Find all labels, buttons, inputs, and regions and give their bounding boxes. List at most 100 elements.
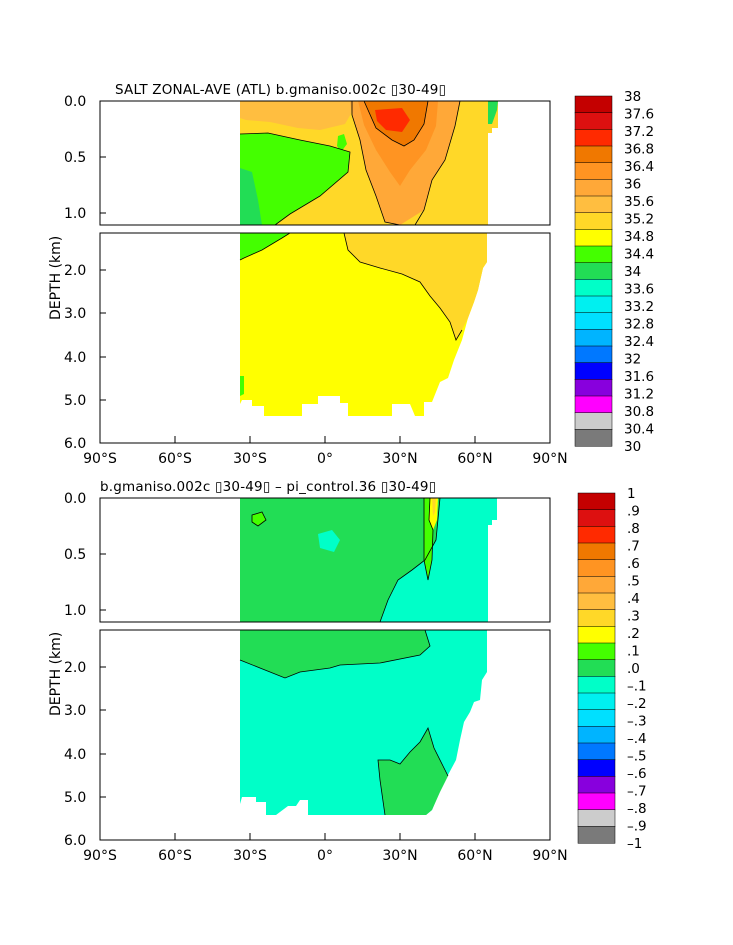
diff-field-abyssal-positive	[378, 728, 448, 815]
colorbar-label: 30.8	[624, 404, 654, 420]
diff-title: b.gmaniso.002c ▯30-49▯ – pi_control.36 ▯…	[100, 479, 436, 495]
colorbar-swatch	[574, 262, 613, 280]
diff-xtick-0: 90°S	[83, 848, 117, 864]
diff-contour-lower-b	[377, 726, 449, 816]
colorbar-swatch	[574, 312, 613, 330]
salt-contour-upper-c	[363, 100, 429, 147]
salt-contour-lower-b	[239, 232, 291, 261]
diff-ytick-7: 6.0	[64, 833, 86, 849]
salt-xtick-6: 90°N	[532, 451, 567, 467]
colorbar-swatch	[577, 592, 616, 611]
diff-ytick-2: 1.0	[64, 603, 86, 619]
colorbar-label: –1	[627, 836, 642, 852]
colorbar-swatch	[577, 626, 616, 644]
salt-xtick-4: 30°N	[382, 451, 417, 467]
salt-field-deep-nadw	[344, 233, 487, 340]
colorbar-swatch	[574, 279, 613, 297]
colorbar-label: .9	[627, 504, 640, 520]
colorbar-label: 33.2	[624, 299, 654, 315]
salt-field-small-fresh-blob	[337, 134, 347, 152]
salt-xtick-5: 60°N	[457, 451, 492, 467]
colorbar-swatch	[577, 526, 616, 544]
colorbar-swatch	[577, 709, 616, 727]
colorbar-label: –.5	[627, 749, 647, 765]
colorbar-swatch	[577, 492, 616, 511]
colorbar-label: .3	[627, 609, 640, 625]
colorbar-label: –.6	[627, 766, 647, 782]
colorbar-swatch	[574, 95, 613, 114]
colorbar-swatch	[574, 162, 613, 180]
salt-ytick-7: 6.0	[64, 436, 86, 452]
colorbar-swatch	[574, 195, 613, 214]
colorbar-swatch	[577, 509, 616, 527]
salt-field-deep-southern	[240, 233, 290, 260]
colorbar-label: 36	[624, 177, 641, 193]
salt-ytick-4: 3.0	[64, 306, 86, 322]
colorbar-swatch	[577, 742, 616, 761]
diff-y-axis: 0.0 0.5 1.0 2.0 3.0 4.0 5.0 6.0 DEPTH (k…	[48, 491, 106, 849]
colorbar-label: 37.2	[624, 124, 654, 140]
colorbar-label: 36.4	[624, 159, 654, 175]
diff-xtick-2: 30°S	[233, 848, 267, 864]
colorbar-label: .1	[627, 644, 640, 660]
diff-ytick-1: 0.5	[64, 547, 86, 563]
salt-y-axis: 0.0 0.5 1.0 2.0 3.0 4.0 5.0 6.0 DEPTH (k…	[48, 94, 106, 452]
colorbar-label: 30.4	[624, 422, 654, 438]
diff-contour-upper-b	[423, 497, 434, 581]
colorbar-label: 35.2	[624, 212, 654, 228]
colorbar-swatch	[577, 559, 616, 577]
salt-title: SALT ZONAL-AVE (ATL) b.gmaniso.002c ▯30-…	[115, 82, 446, 98]
colorbar-label: 34	[624, 264, 641, 280]
diff-ylabel: DEPTH (km)	[48, 632, 64, 716]
colorbar-label: –.8	[627, 801, 647, 817]
diff-ytick-3: 2.0	[64, 660, 86, 676]
colorbar-swatch	[577, 792, 616, 811]
colorbar-swatch	[577, 609, 616, 627]
colorbar-label: 31.6	[624, 369, 654, 385]
colorbar-swatch	[577, 542, 616, 561]
diff-field-southern-positive	[240, 630, 430, 678]
colorbar-swatch	[577, 692, 616, 711]
diff-xtick-4: 30°N	[382, 848, 417, 864]
salt-ytick-0: 0.0	[64, 94, 86, 110]
diff-xtick-1: 60°S	[158, 848, 192, 864]
diff-xtick-3: 0°	[317, 848, 333, 864]
colorbar-swatch	[574, 145, 613, 164]
diff-xtick-5: 60°N	[457, 848, 492, 864]
colorbar-swatch	[574, 212, 613, 230]
colorbar-swatch	[574, 395, 613, 414]
diff-contour-upper-c	[251, 511, 267, 527]
colorbar-swatch	[577, 676, 616, 694]
colorbar-label: .0	[627, 661, 640, 677]
salt-xtick-1: 60°S	[158, 451, 192, 467]
colorbar-swatch	[574, 329, 613, 347]
colorbar-label: 34.8	[624, 229, 654, 245]
diff-x-axis: 90°S 60°S 30°S 0° 30°N 60°N 90°N	[83, 833, 568, 864]
colorbar-swatch	[577, 726, 616, 744]
colorbar-label: .8	[627, 521, 640, 537]
salt-xtick-3: 0°	[317, 451, 333, 467]
colorbar-label: 35.6	[624, 194, 654, 210]
diff-upper-frame	[99, 497, 551, 623]
colorbar-label: .7	[627, 539, 640, 555]
diff-ytick-0: 0.0	[64, 491, 86, 507]
colorbar-label: –.3	[627, 714, 647, 730]
colorbar-swatch	[577, 659, 616, 677]
colorbar-label: 33.6	[624, 282, 654, 298]
colorbar-label: 34.4	[624, 247, 654, 263]
colorbar-label: .4	[627, 591, 640, 607]
salt-x-axis: 90°S 60°S 30°S 0° 30°N 60°N 90°N	[83, 436, 568, 467]
salt-field-surface-patch	[258, 101, 300, 112]
colorbar-swatch	[577, 809, 616, 827]
colorbar-label: 32.4	[624, 334, 654, 350]
colorbar-swatch	[574, 412, 613, 430]
colorbar-swatch	[577, 776, 616, 794]
salt-contour-upper-b	[351, 101, 401, 226]
salt-upper-field	[239, 100, 498, 226]
salt-field-bottom-sliver	[240, 376, 244, 396]
colorbar-label: 37.6	[624, 107, 654, 123]
salt-xtick-2: 30°S	[233, 451, 267, 467]
colorbar-swatch	[574, 295, 613, 314]
